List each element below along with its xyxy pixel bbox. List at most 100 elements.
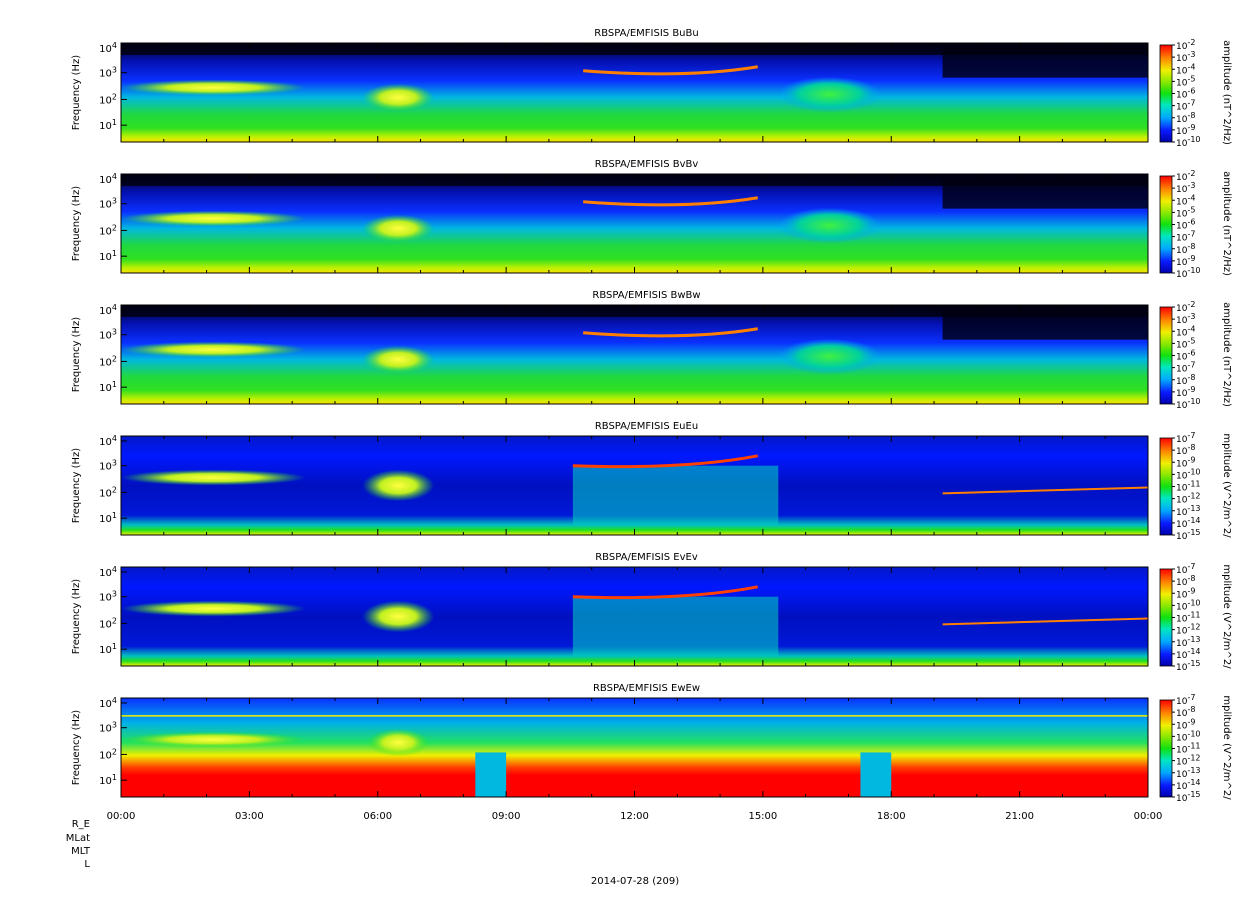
colorbar-tick-label: 10-15	[1176, 659, 1201, 673]
panel-title: RBSPA/EMFISIS BuBu	[594, 28, 698, 39]
colorbar-tick-label: 10-4	[1176, 193, 1195, 207]
y-axis-label: Frequency (Hz)	[71, 55, 82, 131]
colorbar-tick-label: 10-10	[1176, 729, 1201, 743]
x-tick-label: 15:00	[748, 811, 777, 822]
colorbar-tick-label: 10-3	[1176, 312, 1195, 326]
spectrogram-feature	[362, 83, 435, 112]
colorbar-tick-label: 10-13	[1176, 766, 1201, 780]
colorbar-label: mplitude (V^2/m^2/	[1221, 433, 1232, 538]
x-tick-label: 12:00	[620, 811, 649, 822]
spectrogram-panel-1: RBSPA/EMFISIS BuBu Frequency (Hz) 101 102 10…	[71, 28, 1232, 149]
y-tick-label: 102	[99, 354, 117, 368]
colorbar-tick-label: 10-11	[1176, 611, 1201, 625]
spectrogram-feature	[572, 596, 779, 657]
colorbar-scale	[1159, 306, 1173, 405]
colorbar-tick-label: 10-10	[1176, 266, 1201, 280]
spectrogram-feature	[120, 79, 306, 96]
ephemeris-l-label: L	[84, 859, 90, 870]
y-tick-label: 103	[99, 590, 117, 604]
colorbar-tick-label: 10-14	[1176, 778, 1201, 792]
colorbar-tick-label: 10-13	[1176, 504, 1201, 518]
colorbar: 10-210-310-410-510-610-710-810-910-10 amp…	[1159, 38, 1232, 149]
colorbar: 10-210-310-410-510-610-710-810-910-10 amp…	[1159, 300, 1232, 411]
y-tick-label: 104	[99, 434, 117, 448]
colorbar-tick-label: 10-15	[1176, 790, 1201, 804]
y-axis-label: Frequency (Hz)	[71, 317, 82, 393]
y-axis-label: Frequency (Hz)	[71, 579, 82, 655]
x-tick-label: 00:00	[1134, 811, 1163, 822]
colorbar-tick-label: 10-12	[1176, 623, 1201, 637]
spectrogram-feature	[362, 345, 435, 374]
colorbar-tick-label: 10-7	[1176, 230, 1195, 244]
colorbar-scale	[1159, 699, 1173, 798]
y-tick-label: 103	[99, 721, 117, 735]
colorbar-scale	[1159, 568, 1173, 667]
colorbar-label: mplitude (V^2/m^2/	[1221, 695, 1232, 800]
colorbar-tick-label: 10-5	[1176, 336, 1195, 350]
y-tick-label: 102	[99, 223, 117, 237]
spectrogram-feature	[362, 469, 435, 502]
spectrogram-feature	[367, 728, 430, 757]
panel-title: RBSPA/EMFISIS EvEv	[595, 552, 698, 563]
y-tick-label: 102	[99, 747, 117, 761]
colorbar-tick-label: 10-9	[1176, 455, 1195, 469]
colorbar-label: amplitude (nT^2/Hz)	[1221, 40, 1232, 145]
panel-title: RBSPA/EMFISIS BwBw	[592, 290, 700, 301]
colorbar: 10-710-810-910-1010-1110-1210-1310-1410-…	[1159, 562, 1232, 673]
colorbar-tick-label: 10-2	[1176, 169, 1195, 183]
spectrogram-feature	[120, 600, 306, 617]
colorbar-scale	[1159, 44, 1173, 143]
colorbar-tick-label: 10-7	[1176, 562, 1195, 576]
colorbar-tick-label: 10-6	[1176, 218, 1195, 232]
colorbar-tick-label: 10-9	[1176, 385, 1195, 399]
colorbar-tick-label: 10-11	[1176, 742, 1201, 756]
colorbar-tick-label: 10-11	[1176, 480, 1201, 494]
colorbar-tick-label: 10-5	[1176, 74, 1195, 88]
y-tick-label: 103	[99, 459, 117, 473]
y-tick-label: 104	[99, 172, 117, 186]
spectrogram-feature	[475, 752, 507, 797]
colorbar: 10-210-310-410-510-610-710-810-910-10 amp…	[1159, 169, 1232, 280]
colorbar-label: mplitude (V^2/m^2/	[1221, 564, 1232, 669]
colorbar-tick-label: 10-10	[1176, 397, 1201, 411]
colorbar-tick-label: 10-14	[1176, 516, 1201, 530]
y-axis-label: Frequency (Hz)	[71, 448, 82, 524]
y-tick-label: 101	[99, 642, 117, 656]
colorbar-tick-label: 10-15	[1176, 528, 1201, 542]
time-axis: 00:00 03:00 06:00 09:00 12:00 15:00 18:00 21:00…	[107, 811, 1163, 822]
spectrogram-feature	[942, 174, 1148, 209]
y-tick-label: 101	[99, 118, 117, 132]
spectrogram-feature	[362, 214, 435, 243]
colorbar-tick-label: 10-3	[1176, 181, 1195, 195]
spectrogram-panel-3: RBSPA/EMFISIS BwBw Frequency (Hz) 101 102 10…	[71, 290, 1232, 411]
colorbar-tick-label: 10-7	[1176, 99, 1195, 113]
spectrogram-feature	[120, 341, 306, 358]
panel-title: RBSPA/EMFISIS EuEu	[595, 421, 698, 432]
colorbar-tick-label: 10-12	[1176, 492, 1201, 506]
spectrogram-feature	[362, 600, 435, 633]
spectrogram-feature	[583, 65, 758, 76]
colorbar-tick-label: 10-2	[1176, 300, 1195, 314]
y-tick-label: 103	[99, 328, 117, 342]
colorbar-tick-label: 10-3	[1176, 50, 1195, 64]
y-tick-label: 101	[99, 511, 117, 525]
colorbar-tick-label: 10-10	[1176, 467, 1201, 481]
spectrogram-feature	[778, 207, 881, 244]
colorbar-label: amplitude (nT^2/Hz)	[1221, 171, 1232, 276]
colorbar-tick-label: 10-6	[1176, 87, 1195, 101]
ephemeris-mlt-label: MLT	[71, 846, 90, 857]
spectrogram-feature	[572, 454, 759, 469]
spectrogram-feature	[572, 585, 759, 600]
y-tick-label: 102	[99, 92, 117, 106]
spectrogram-panel-4: RBSPA/EMFISIS EuEu Frequency (Hz) 101 102 10…	[71, 421, 1232, 542]
colorbar-tick-label: 10-12	[1176, 754, 1201, 768]
colorbar-tick-label: 10-14	[1176, 647, 1201, 661]
colorbar-scale	[1159, 437, 1173, 536]
x-tick-label: 09:00	[492, 811, 521, 822]
y-tick-label: 101	[99, 380, 117, 394]
x-tick-label: 06:00	[363, 811, 392, 822]
spectrogram-panel-5: RBSPA/EMFISIS EvEv Frequency (Hz) 101 102 10…	[71, 552, 1232, 673]
colorbar: 10-710-810-910-1010-1110-1210-1310-1410-…	[1159, 431, 1232, 542]
ephemeris-mlat-label: MLat	[65, 833, 90, 844]
